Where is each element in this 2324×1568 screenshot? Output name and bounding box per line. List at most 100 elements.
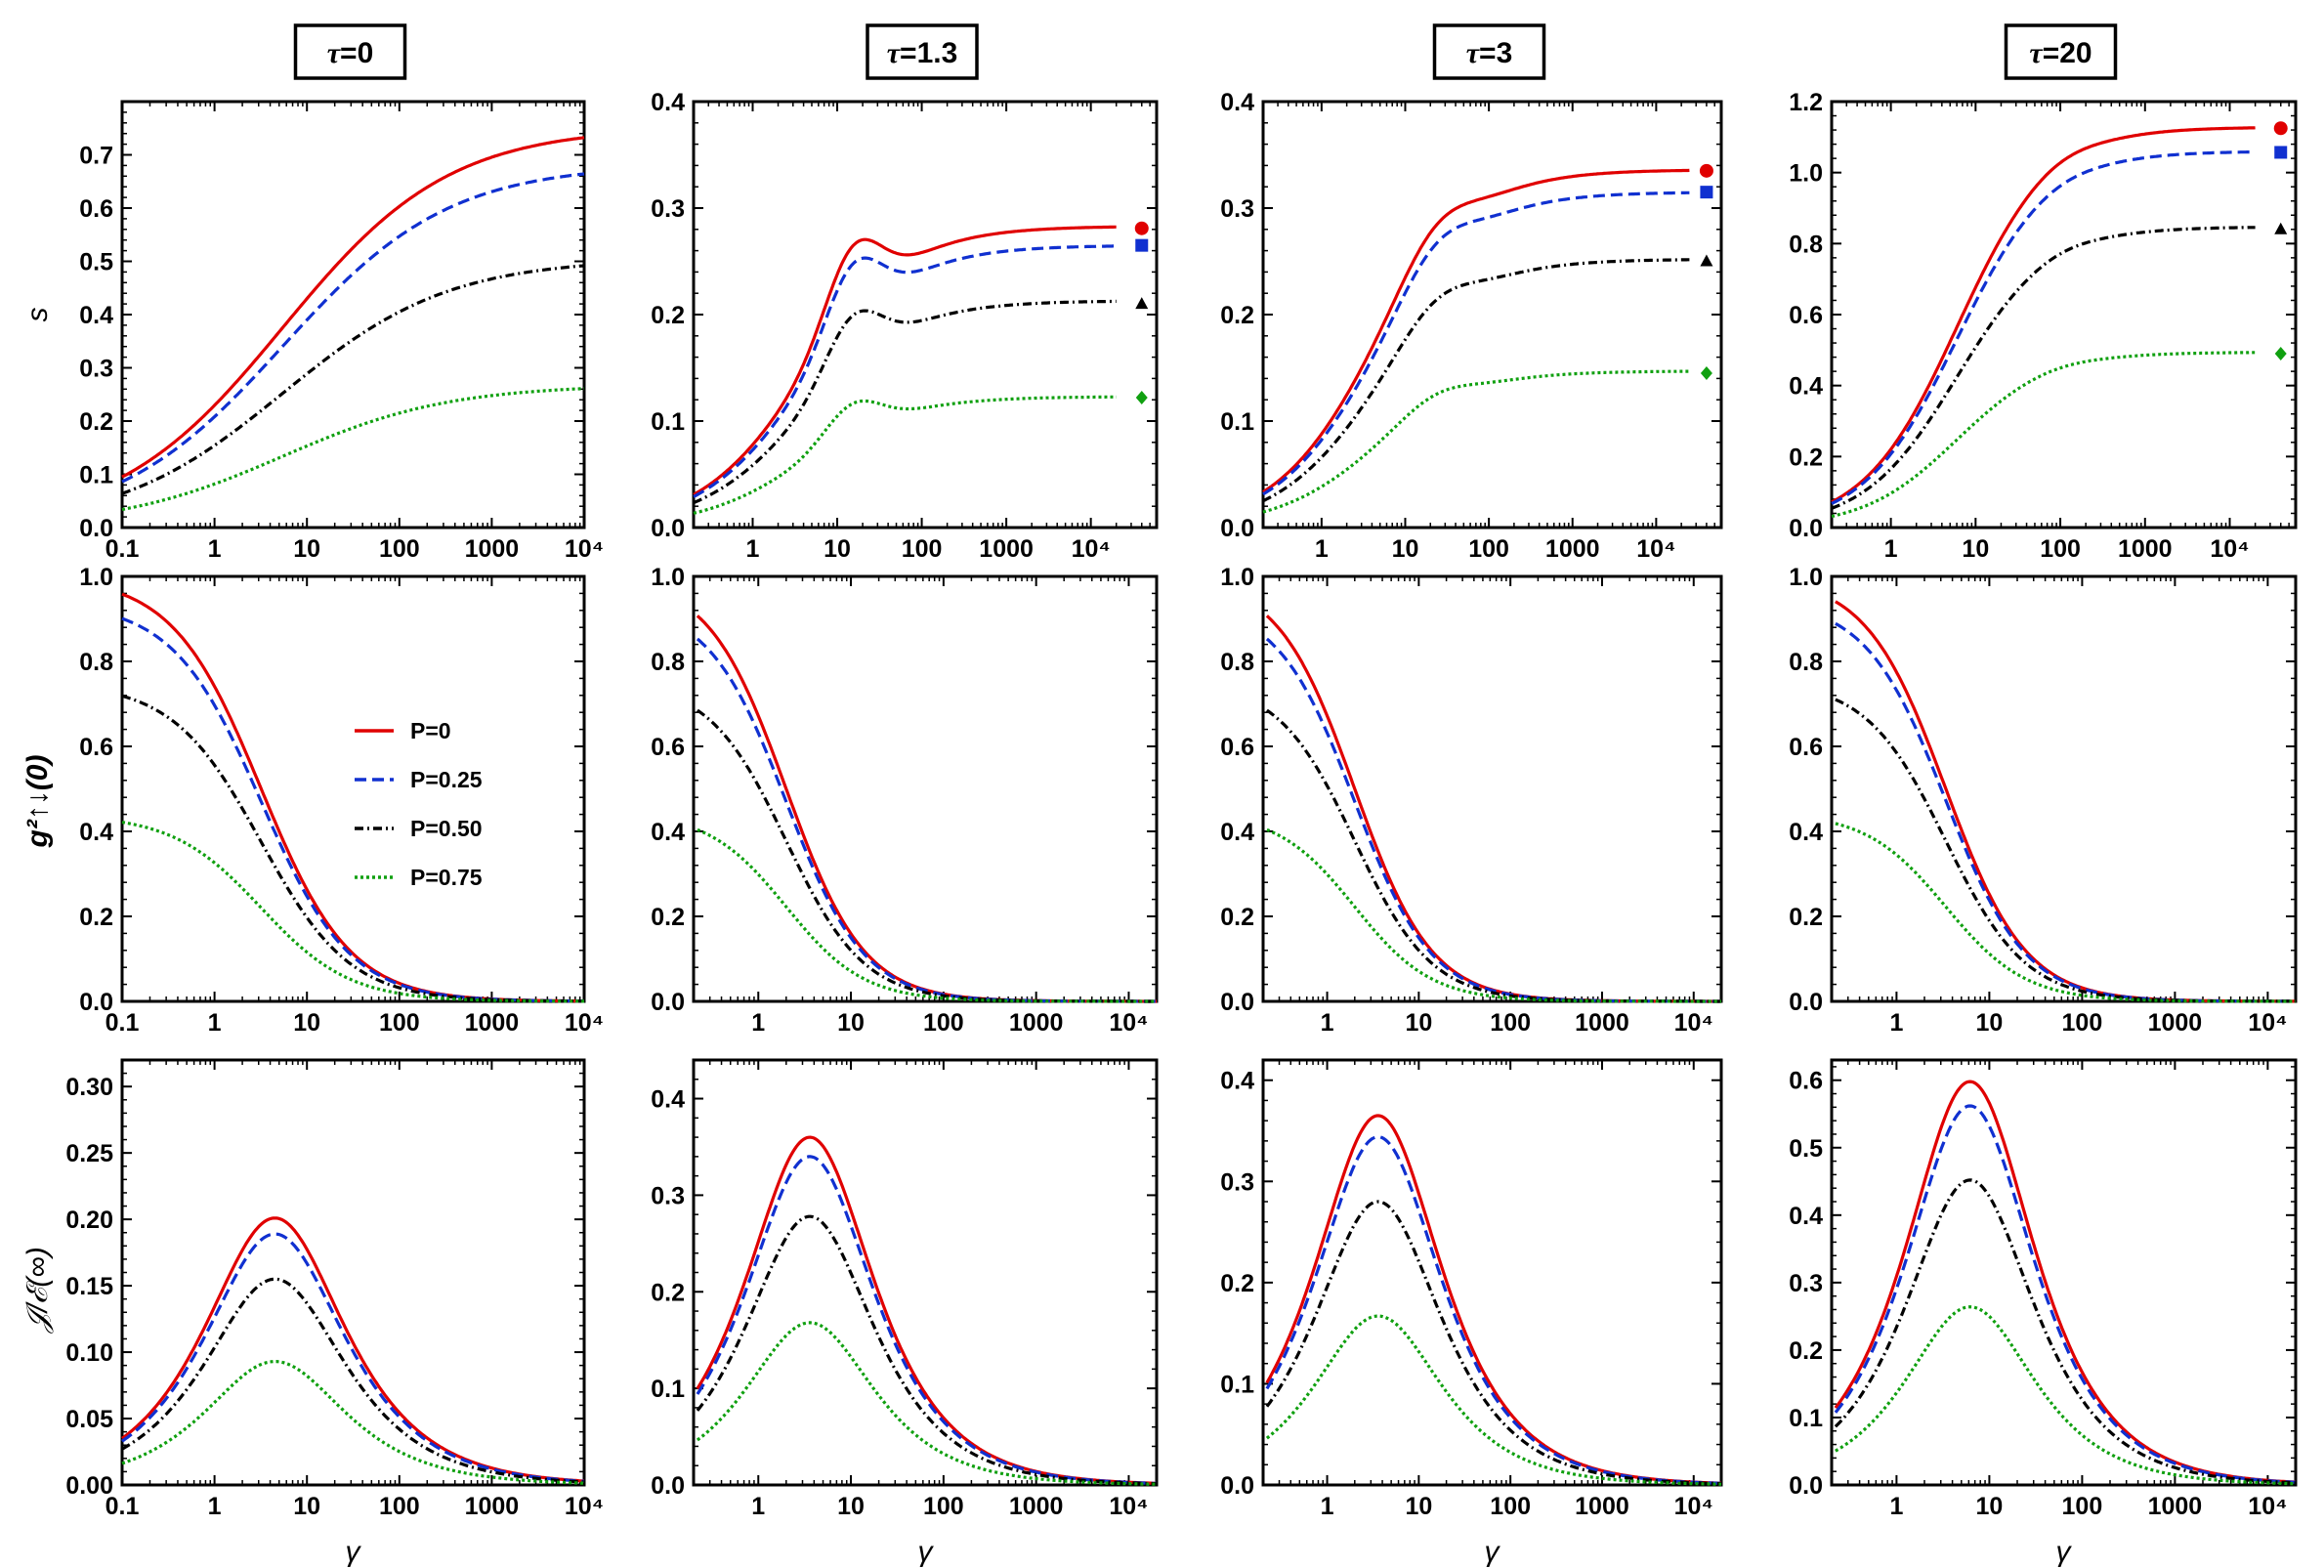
x-tick-label: 1000: [2118, 535, 2173, 563]
series-line-P075: [1265, 1314, 1721, 1486]
x-tick-label: 1: [1889, 1009, 1903, 1037]
y-tick-label: 0.3: [651, 1182, 685, 1209]
x-tick-label: 10⁴: [2248, 1493, 2287, 1520]
y-tick-label: 0.6: [651, 734, 685, 761]
x-tick-label: 10⁴: [2210, 535, 2249, 563]
y-tick-label: 1.0: [1220, 564, 1254, 591]
y-tick-label: 0.2: [1220, 904, 1254, 931]
panel-g2-tau1.3: 1 10 100 1000 10⁴ 0.0 0.2 0.4 0.6 0.8 1.0: [651, 564, 1159, 1037]
y-tick-label: 0.3: [79, 356, 113, 383]
x-tick-label: 1000: [1009, 1009, 1064, 1037]
x-tick-label: 10⁴: [1674, 1493, 1713, 1520]
y-tick-label: 0.6: [1789, 302, 1823, 329]
plot-frame: [1261, 574, 1723, 1003]
x-tick-label: 1000: [1575, 1009, 1629, 1037]
x-tick-label: 0.1: [106, 1009, 140, 1037]
series-line-P025: [121, 172, 585, 484]
y-tick-label: 0.2: [1789, 904, 1823, 931]
y-tick-label: 0.6: [79, 195, 113, 223]
plot-frame: [1830, 1058, 2298, 1487]
x-tick-label: 1: [1889, 1493, 1903, 1520]
x-tick-label: 1000: [2148, 1009, 2203, 1037]
y-tick-label: 0.8: [79, 649, 113, 676]
x-tick-label: 100: [2062, 1493, 2103, 1520]
series-line-P025: [696, 637, 1157, 1003]
series-line-P0: [121, 1216, 585, 1483]
x-tick-label: 100: [379, 1009, 420, 1037]
asymptote-marker-P075: [1700, 365, 1712, 380]
x-tick-label: 10: [293, 1009, 320, 1037]
x-tick-label: 10: [1405, 1009, 1432, 1037]
y-tick-label: 0.4: [79, 302, 113, 329]
panel-g2-tau0: 0.1 1 10 100 1000 10⁴ 0.0 0.2 0.4 0.6 0.8 1.0: [79, 564, 604, 1037]
panel-s-tau1.3: 1 10 100 1000 10⁴ 0.0 0.1 0.2 0.3 0.4 τ=1.3: [651, 23, 1159, 563]
panel-title-box: [2004, 23, 2118, 80]
x-tick-label: 1: [208, 1493, 222, 1520]
legend-label-p025: P=0.25: [410, 767, 483, 792]
x-tick-label: 1000: [2148, 1493, 2203, 1520]
x-tick-label: 1: [1315, 535, 1329, 563]
panel-title: τ=0: [327, 37, 374, 69]
asymptote-marker-P050: [1700, 254, 1713, 267]
series-line-P0: [121, 136, 585, 479]
y-tick-label: 0.25: [65, 1140, 113, 1167]
panel-J-tau20: 1 10 100 1000 10⁴ 0.0 0.1 0.2 0.3 0.4 0.5 0.6: [1789, 1058, 2298, 1520]
x-tick-label: 10: [837, 1009, 865, 1037]
x-tick-label: 100: [923, 1493, 964, 1520]
x-tick-label: 10⁴: [2248, 1009, 2287, 1037]
y-tick-label: 0.1: [1220, 408, 1254, 436]
y-tick-label: 0.1: [651, 1376, 685, 1403]
series-line-P050: [121, 1277, 585, 1484]
x-tick-label: 10: [837, 1493, 865, 1520]
x-tick-label: 10⁴: [1636, 535, 1675, 563]
panel-g2-tau20: 1 10 100 1000 10⁴ 0.0 0.2 0.4 0.6 0.8 1.0: [1789, 564, 2298, 1037]
panel-J-tau3: 1 10 100 1000 10⁴ 0.0 0.1 0.2 0.3 0.4: [1220, 1058, 1723, 1520]
asymptote-marker-P025: [1135, 238, 1149, 252]
series-line-P0: [1831, 126, 2256, 504]
series-line-P075: [696, 1321, 1157, 1486]
plot-frame: [1261, 1058, 1723, 1487]
series-line-P050: [696, 708, 1157, 1003]
x-tick-label: 1000: [1009, 1493, 1064, 1520]
y-tick-label: 0.4: [1789, 373, 1823, 401]
y-tick-label: 0.4: [1789, 1203, 1823, 1230]
asymptote-marker-P075: [2274, 346, 2287, 360]
series-line-P025: [693, 244, 1117, 498]
x-label-col2: γ: [918, 1536, 935, 1568]
y-tick-label: 0.6: [1220, 734, 1254, 761]
x-tick-label: 10⁴: [1109, 1009, 1148, 1037]
asymptote-marker-P075: [1135, 391, 1148, 405]
x-tick-label: 1: [1321, 1009, 1334, 1037]
y-tick-label: 0.3: [1220, 1168, 1254, 1196]
y-tick-label: 0.20: [65, 1207, 113, 1234]
series-line-P075: [121, 1360, 585, 1485]
series-line-P025: [1262, 191, 1690, 496]
y-tick-label: 1.2: [1789, 89, 1823, 116]
y-tick-label: 1.0: [651, 564, 685, 591]
x-tick-label: 10⁴: [1674, 1009, 1713, 1037]
panel-title-box: [1432, 23, 1546, 80]
y-tick-label: 0.7: [79, 143, 113, 170]
y-tick-label: 0.6: [1789, 734, 1823, 761]
x-tick-label: 100: [379, 535, 420, 563]
plot-frame: [120, 574, 586, 1003]
x-tick-label: 1000: [1545, 535, 1600, 563]
asymptote-marker-P050: [1135, 297, 1149, 310]
y-tick-label: 0.0: [1789, 1472, 1823, 1500]
y-tick-label: 0.00: [65, 1472, 113, 1500]
x-tick-label: 1000: [465, 1009, 520, 1037]
y-tick-label: 0.0: [1220, 989, 1254, 1016]
x-tick-label: 100: [2040, 535, 2081, 563]
x-tick-label: 10: [1392, 535, 1419, 563]
panel-s-tau3: 1 10 100 1000 10⁴ 0.0 0.1 0.2 0.3 0.4 τ=3: [1220, 23, 1723, 563]
y-tick-label: 0.8: [1789, 649, 1823, 676]
x-tick-label: 10: [1975, 1009, 2003, 1037]
y-tick-label: 1.0: [1789, 564, 1823, 591]
asymptote-marker-P025: [2274, 146, 2288, 159]
y-label-row2: g²↑↓(0): [21, 755, 54, 849]
y-tick-label: 0.0: [1789, 515, 1823, 542]
y-tick-label: 0.1: [79, 462, 113, 489]
plot-frame: [692, 574, 1159, 1003]
panel-title: τ=1.3: [887, 37, 958, 69]
asymptote-marker-P025: [1700, 186, 1713, 199]
